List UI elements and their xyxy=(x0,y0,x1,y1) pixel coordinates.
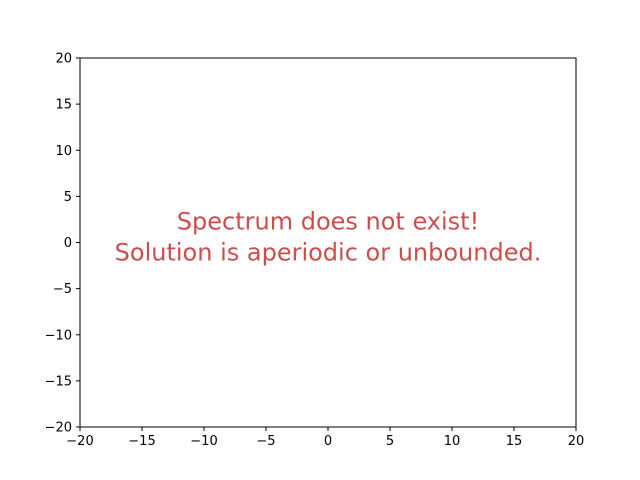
y-axis: −20 −15 −10 −5 0 5 10 15 20 xyxy=(45,52,80,436)
y-tick-label: 10 xyxy=(55,144,72,159)
plot-frame xyxy=(79,57,577,428)
y-tick-label: −15 xyxy=(45,374,72,389)
x-tick-label: 5 xyxy=(386,434,394,449)
x-tick-label: 10 xyxy=(444,434,461,449)
y-tick-label: 5 xyxy=(64,190,72,205)
y-tick-label: −10 xyxy=(45,328,72,343)
y-tick-label: 0 xyxy=(64,236,72,251)
x-tick-label: −10 xyxy=(190,434,217,449)
y-tick-label: 20 xyxy=(55,52,72,67)
y-tick-label: 15 xyxy=(55,98,72,113)
x-tick-label: −5 xyxy=(256,434,275,449)
plot-area xyxy=(80,58,576,427)
y-tick-label: −5 xyxy=(53,282,72,297)
x-tick-label: −15 xyxy=(128,434,155,449)
x-tick-label: 15 xyxy=(506,434,523,449)
x-axis: −20 −15 −10 −5 0 5 10 15 20 xyxy=(66,427,584,449)
annotation-line-2: Solution is aperiodic or unbounded. xyxy=(115,239,542,267)
x-tick-label: 20 xyxy=(568,434,585,449)
annotation-line-1: Spectrum does not exist! xyxy=(177,208,479,236)
x-tick-label: 0 xyxy=(324,434,332,449)
x-tick-label: −20 xyxy=(66,434,93,449)
y-tick-label: −20 xyxy=(45,421,72,436)
